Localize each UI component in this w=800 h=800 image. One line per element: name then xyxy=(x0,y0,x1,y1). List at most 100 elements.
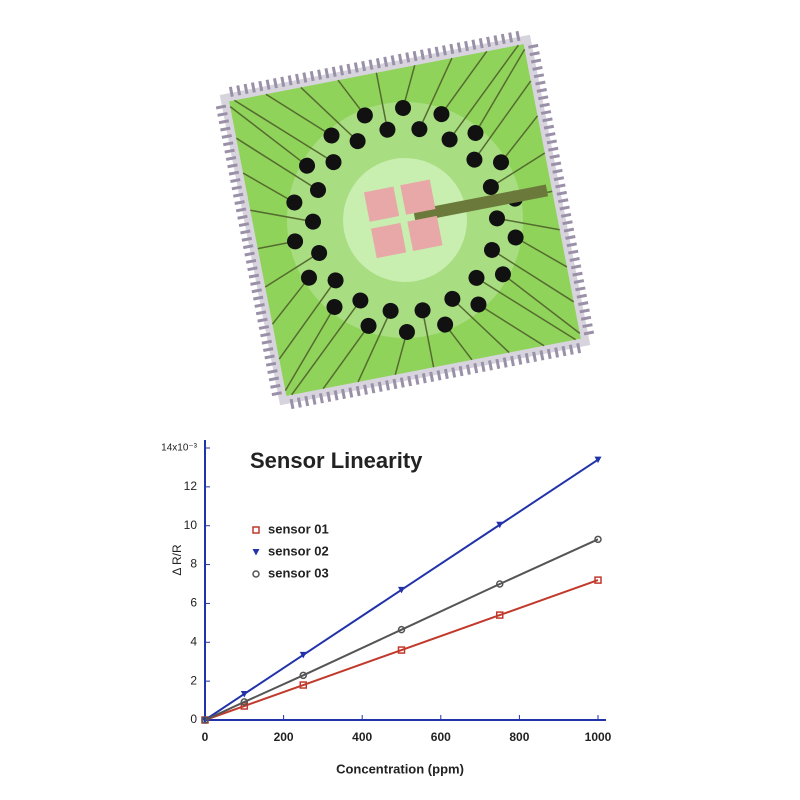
sensor-pad xyxy=(407,215,443,252)
chip-trace xyxy=(474,49,526,134)
chip-pin xyxy=(493,35,499,46)
chip-pin xyxy=(250,280,261,286)
chip-pin xyxy=(355,385,361,397)
chip-via xyxy=(441,131,458,148)
chip-via xyxy=(414,302,431,319)
chip-pin xyxy=(268,376,280,382)
chip-pin xyxy=(227,163,238,169)
chip-pin xyxy=(576,293,587,299)
chip-pin xyxy=(443,368,449,380)
marker xyxy=(496,611,504,619)
chip-pin xyxy=(414,374,420,385)
marker xyxy=(299,651,307,659)
x-tick-label: 200 xyxy=(274,730,294,744)
chip-pin xyxy=(582,323,593,329)
chip-via xyxy=(349,133,366,150)
chip-via xyxy=(287,233,304,250)
chip-pin xyxy=(575,286,586,292)
chip-via xyxy=(467,124,484,141)
chip-pin xyxy=(570,264,582,270)
marker xyxy=(594,576,602,584)
chip-pin xyxy=(258,80,264,92)
chip-pin xyxy=(580,315,592,321)
chip-pin xyxy=(451,367,457,378)
chip-pin xyxy=(568,249,579,255)
chip-pin xyxy=(280,76,286,87)
sensor-pad xyxy=(400,179,436,215)
chip-pin xyxy=(261,339,272,345)
chip-pin xyxy=(539,350,545,361)
chip-pin xyxy=(255,310,267,316)
chip-pin xyxy=(223,141,234,147)
chip-pin xyxy=(265,361,277,367)
chip-pin xyxy=(532,351,537,362)
series-line xyxy=(204,579,599,721)
chip-pin xyxy=(572,271,583,277)
chip-pin xyxy=(535,80,546,86)
chip-pin xyxy=(449,43,455,55)
chip-pin xyxy=(241,236,252,242)
chip-pin xyxy=(548,146,559,152)
chip-via xyxy=(326,299,343,316)
x-tick-label: 800 xyxy=(509,730,529,744)
chip-pin xyxy=(436,370,442,381)
chip-pin xyxy=(532,65,543,71)
chip-pin xyxy=(341,388,346,400)
chip-via xyxy=(493,154,510,171)
chip-trace xyxy=(448,44,519,140)
chip-pin xyxy=(399,377,405,388)
chip-pin xyxy=(549,154,560,160)
chip-pin xyxy=(228,170,240,176)
chip-pin xyxy=(309,70,315,82)
chip-pin xyxy=(486,36,492,47)
chip-trace xyxy=(418,57,453,130)
chip-via xyxy=(466,151,483,168)
chip-pin xyxy=(304,395,310,407)
chip-pin xyxy=(221,133,232,139)
chip-trace xyxy=(491,249,575,303)
chip-via xyxy=(398,323,415,340)
chip-pin xyxy=(576,343,582,354)
chip-pin xyxy=(579,308,590,314)
chip-pin xyxy=(536,88,547,93)
chip-pin xyxy=(563,227,575,233)
chip-pin xyxy=(528,43,539,49)
chip-pin xyxy=(464,40,469,52)
chip-pin xyxy=(456,42,462,53)
chip-via xyxy=(352,292,369,309)
chip-pin xyxy=(243,244,254,250)
chip-pin xyxy=(244,251,255,257)
chip-pin xyxy=(253,295,264,301)
chip-pin xyxy=(225,156,237,161)
chip-pin xyxy=(502,357,508,368)
chip-pin xyxy=(248,273,260,279)
y-tick-label: 14x10⁻³ xyxy=(161,443,198,454)
chip-pin xyxy=(405,52,411,63)
chip-via xyxy=(360,317,377,334)
chip-pin xyxy=(510,355,515,367)
chip-pin xyxy=(231,185,242,191)
chip-via xyxy=(494,266,511,283)
chip-pin xyxy=(421,373,427,384)
chip-via xyxy=(300,269,317,286)
chip-pin xyxy=(546,348,552,360)
chip-via xyxy=(488,210,505,227)
chip-pin xyxy=(458,365,464,377)
chip-pin xyxy=(271,391,282,397)
series-line xyxy=(204,538,599,721)
chip-pin xyxy=(565,235,576,240)
chip-pin xyxy=(558,198,569,204)
chip-pin xyxy=(385,380,390,391)
chip-pin xyxy=(568,344,574,355)
chip-via xyxy=(468,269,485,286)
legend-label: sensor 03 xyxy=(268,565,329,580)
chip-pin xyxy=(331,66,337,77)
chip-pin xyxy=(234,200,245,205)
chip-trace xyxy=(250,209,314,223)
chip-trace xyxy=(234,99,334,163)
sensor-pad xyxy=(371,222,407,259)
chip-pin xyxy=(540,110,552,115)
legend-label: sensor 02 xyxy=(268,543,329,558)
chip-pin xyxy=(302,72,308,83)
